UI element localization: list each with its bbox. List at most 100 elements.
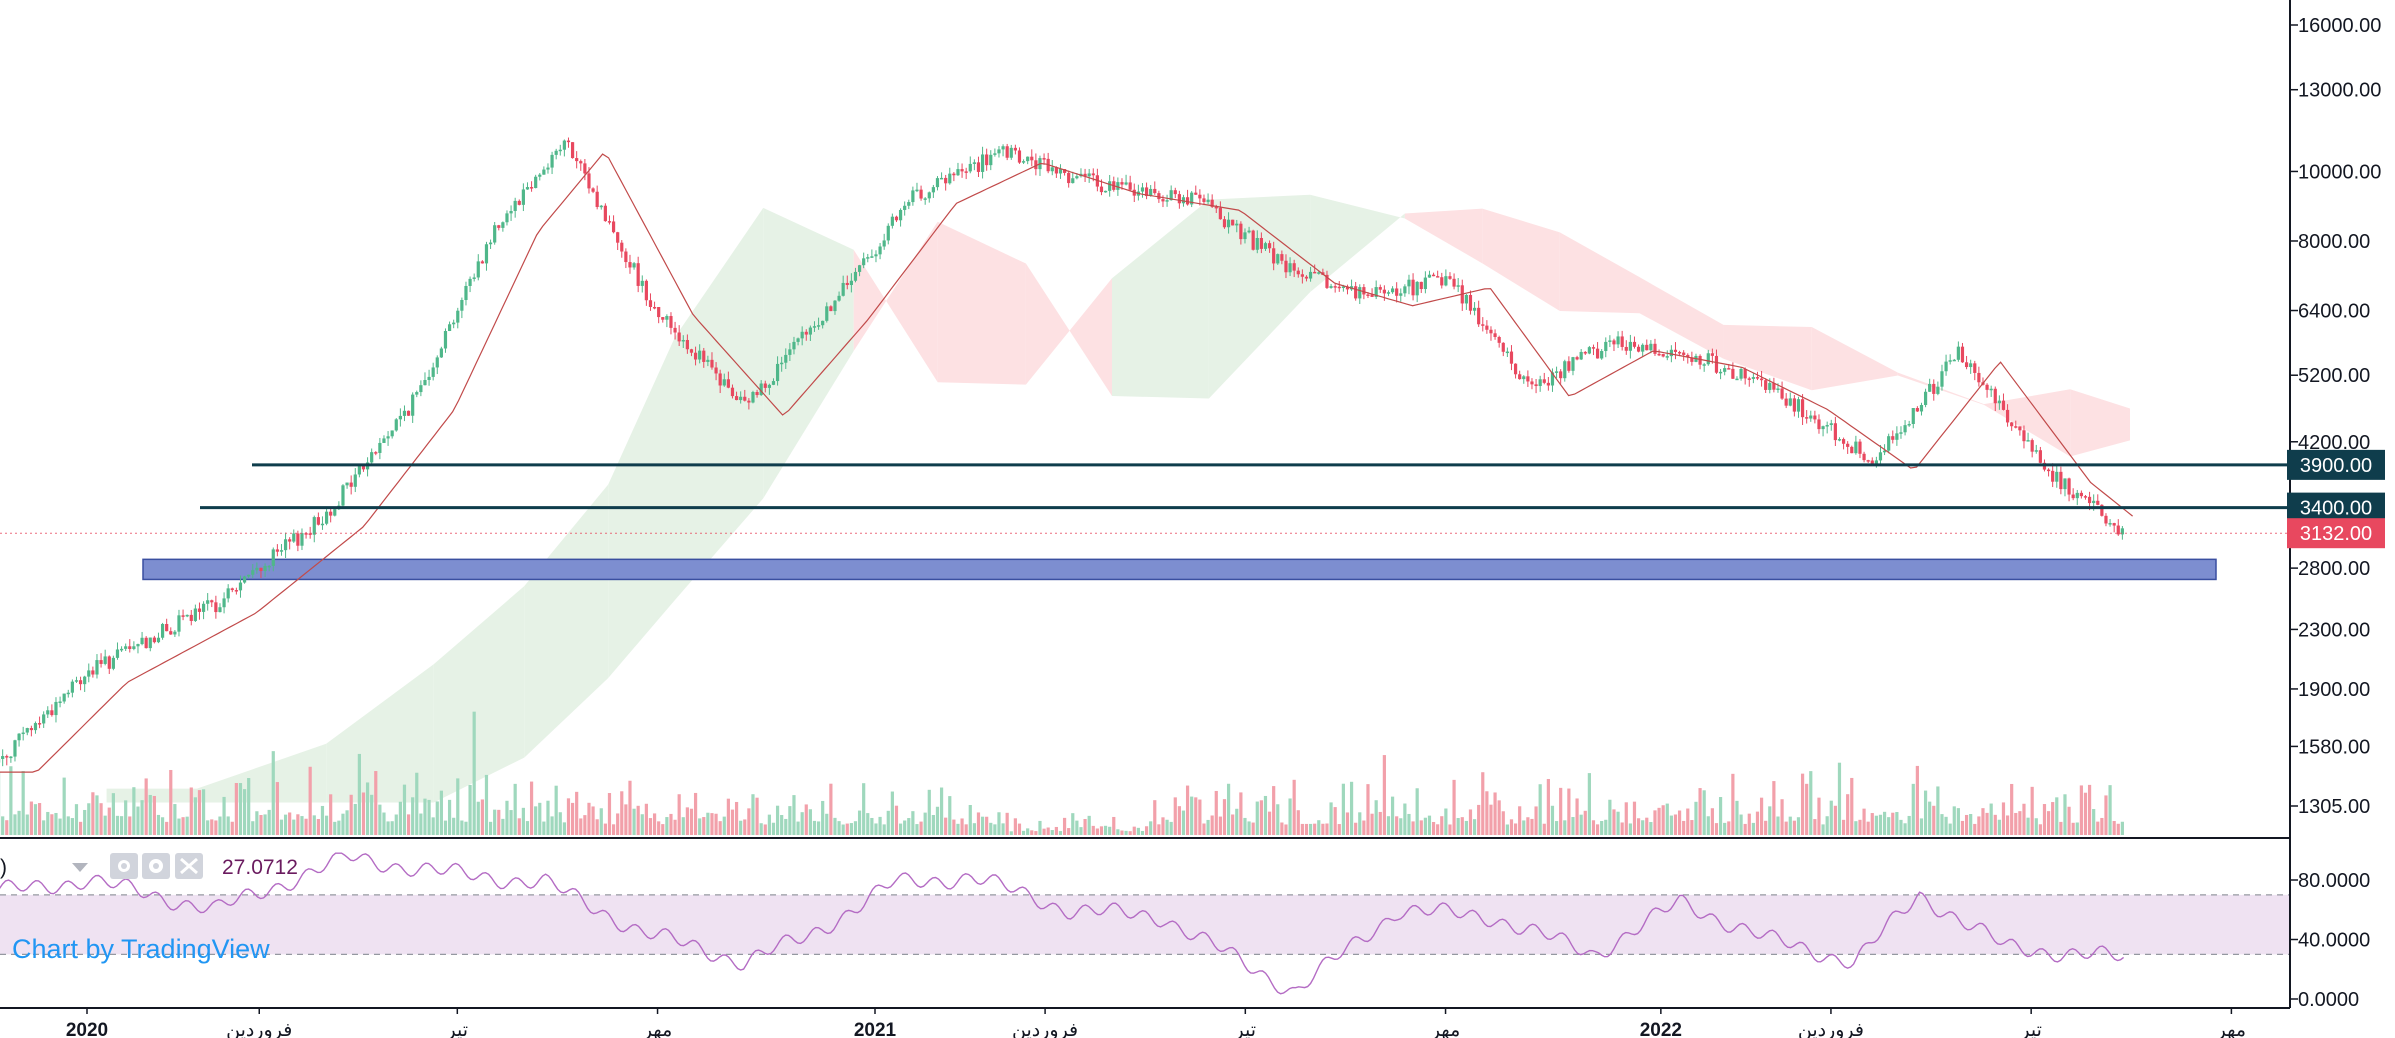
volume-bar [1710,808,1714,835]
volume-bar [460,820,464,835]
candle-body [1440,277,1444,286]
volume-bar [1308,823,1313,835]
volume-bar [1907,815,1911,835]
volume-bar [140,800,144,835]
volume-bar [488,821,493,835]
candle-body [1534,384,1538,387]
candle-body [804,331,808,335]
candle-body [124,646,128,649]
candle-body [763,383,767,388]
volume-bar [1321,823,1325,835]
volume-bar [95,795,99,835]
volume-bar [591,806,595,835]
candle-body [443,331,448,349]
volume-bar [882,824,886,835]
candle-body [558,149,562,152]
volume-bar [464,821,468,835]
candle-body [1374,287,1378,297]
candle-body [320,523,325,526]
candle-body [845,282,849,286]
volume-bar [13,814,17,835]
volume-bar [1267,811,1272,835]
volume-bar [698,818,702,835]
volume-bar [911,811,915,835]
level-badge-label: 3400.00 [2300,498,2372,520]
candle-body [505,213,509,223]
volume-bar [1809,771,1813,835]
volume-bar [1226,783,1231,835]
candle-body [431,367,435,377]
volume-bar [874,823,878,835]
volume-bar [1641,820,1645,835]
candle-body [603,205,607,222]
candle-body [853,271,858,281]
volume-bar [1833,805,1837,835]
candle-body [1915,408,1919,412]
volume-bar [1513,823,1518,835]
volume-bar [1112,816,1116,835]
volume-bar [206,820,210,835]
candle-body [382,438,386,443]
candle-body [554,150,558,155]
candle-body [878,246,882,255]
candle-body [42,714,46,724]
candle-body [1829,423,1833,426]
candle-body [903,205,907,210]
cloud-segment [326,664,434,803]
candle-body [1550,372,1555,386]
candle-body [493,225,497,243]
volume-bar [427,799,431,835]
volume-bar [1349,781,1354,835]
volume-bar [1530,818,1534,835]
candle-body [1899,432,1903,434]
candle-body [956,169,960,176]
candle-body [1304,276,1309,279]
candle-body [66,692,70,695]
candle-body [283,539,288,551]
candle-body [1259,237,1263,249]
level-badge [2287,449,2385,480]
candle-body [2087,496,2092,504]
volume-bar [2079,785,2083,835]
volume-bar [329,794,333,835]
volume-bar [25,814,29,835]
candle-body [1058,169,1063,174]
volume-bar [370,794,374,835]
volume-bar [333,821,337,835]
volume-bar [156,814,161,835]
volume-bar [1690,820,1694,835]
candle-body [525,187,530,190]
tradingview-credit[interactable]: Chart by TradingView [12,934,270,964]
volume-bar [1788,816,1792,835]
candle-body [2005,409,2010,423]
candle-body [693,352,698,360]
volume-bar [1509,819,1514,835]
volume-bar [616,813,620,835]
candle-body [197,608,202,612]
candle-body [1276,254,1280,264]
candle-body [1157,193,1161,200]
chevron-down-icon[interactable] [72,863,88,872]
volume-bar [944,817,948,835]
candle-body [1673,349,1678,352]
candle-body [177,615,181,632]
volume-bar [107,807,111,835]
volume-bar [529,781,534,835]
volume-bar [214,820,218,835]
volume-bar [546,800,550,835]
candle-body [210,600,214,603]
volume-bar [800,812,804,835]
candle-body [980,154,985,172]
candle-body [534,176,538,188]
candle-body [739,396,743,401]
volume-bar [292,819,296,835]
volume-bar [1177,806,1181,835]
candle-body [1530,381,1534,385]
volume-bar [1571,817,1575,835]
candle-body [669,316,673,328]
candle-body [128,646,132,649]
volume-bar [1665,803,1669,835]
volume-bar [2108,785,2112,835]
candle-body [1288,263,1292,273]
candle-body [447,324,452,332]
